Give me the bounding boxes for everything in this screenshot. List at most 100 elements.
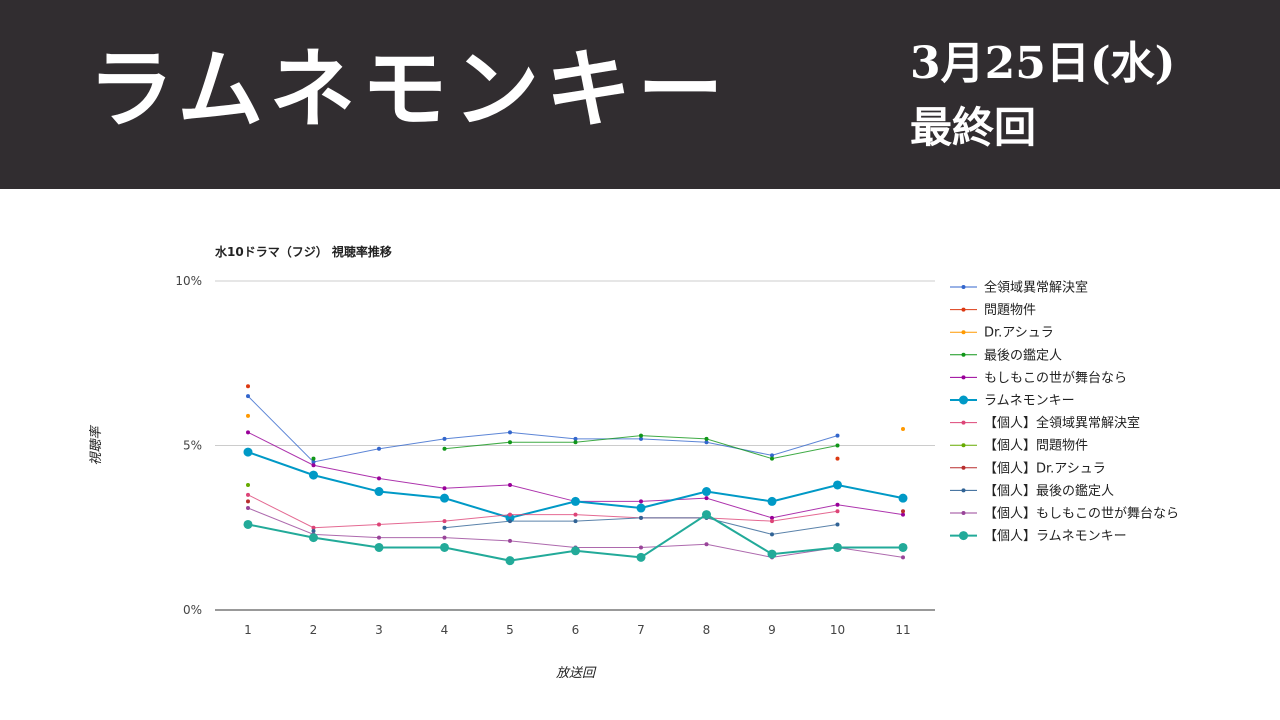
series-9 bbox=[311, 515, 840, 537]
data-point bbox=[243, 519, 253, 529]
data-point bbox=[246, 482, 250, 487]
data-point bbox=[508, 512, 512, 517]
data-point bbox=[770, 532, 774, 537]
data-point bbox=[833, 542, 842, 552]
data-point bbox=[704, 436, 709, 441]
data-point bbox=[311, 456, 316, 461]
legend-label: 【個人】Dr.アシュラ bbox=[984, 461, 1106, 476]
x-axis-label: 放送回 bbox=[556, 666, 597, 681]
data-point bbox=[377, 476, 381, 481]
legend-marker bbox=[961, 285, 966, 289]
data-point bbox=[246, 506, 250, 511]
x-tick-label: 4 bbox=[441, 623, 449, 637]
legend-marker bbox=[959, 531, 968, 541]
legend-item: もしもこの世が舞台なら bbox=[950, 371, 1127, 386]
data-point bbox=[571, 496, 580, 506]
x-tick-label: 7 bbox=[637, 623, 645, 637]
data-point bbox=[243, 447, 253, 457]
drama-title: ラムネモンキー bbox=[88, 40, 730, 140]
x-tick-label: 8 bbox=[703, 623, 711, 637]
legend-marker bbox=[961, 307, 966, 312]
legend-item: 【個人】全領域異常解決室 bbox=[950, 415, 1140, 431]
data-point bbox=[246, 492, 250, 497]
air-date: 3月25日(水) bbox=[910, 38, 1176, 89]
data-point bbox=[309, 470, 318, 480]
legend-label: 【個人】最後の鑑定人 bbox=[984, 483, 1114, 499]
legend-item: 【個人】もしもこの世が舞台なら bbox=[950, 507, 1179, 522]
data-point bbox=[508, 519, 512, 524]
data-point bbox=[309, 533, 318, 543]
legend-label: 【個人】もしもこの世が舞台なら bbox=[984, 507, 1179, 522]
legend-label: Dr.アシュラ bbox=[984, 326, 1054, 341]
data-point bbox=[702, 487, 711, 497]
x-tick-label: 6 bbox=[572, 623, 580, 637]
legend-label: 問題物件 bbox=[984, 303, 1036, 318]
data-point bbox=[440, 493, 449, 503]
data-point bbox=[246, 394, 250, 399]
legend-item: 全領域異常解決室 bbox=[950, 280, 1088, 296]
data-point bbox=[770, 519, 774, 524]
data-point bbox=[898, 493, 908, 503]
data-point bbox=[636, 552, 646, 562]
data-point bbox=[505, 556, 515, 566]
y-axis-label: 視聴率 bbox=[88, 425, 104, 466]
data-point bbox=[704, 440, 709, 445]
data-point bbox=[246, 413, 250, 418]
series-3 bbox=[311, 433, 840, 461]
data-point bbox=[639, 433, 643, 438]
data-point bbox=[636, 503, 646, 513]
data-point bbox=[311, 529, 316, 534]
data-point bbox=[311, 459, 316, 464]
data-point bbox=[770, 453, 774, 458]
x-tick-label: 2 bbox=[310, 623, 318, 637]
data-point bbox=[901, 555, 905, 560]
data-point bbox=[901, 427, 905, 432]
legend-label: 【個人】全領域異常解決室 bbox=[984, 415, 1140, 431]
data-point bbox=[440, 542, 449, 552]
data-point bbox=[442, 486, 447, 491]
data-point bbox=[377, 446, 381, 451]
legend-label: 【個人】問題物件 bbox=[984, 439, 1088, 454]
legend-item: 【個人】最後の鑑定人 bbox=[950, 483, 1114, 499]
legend-item: ラムネモンキー bbox=[950, 394, 1075, 409]
legend-item: 【個人】ラムネモンキー bbox=[950, 529, 1127, 544]
data-point bbox=[442, 446, 447, 451]
legend-marker bbox=[959, 395, 968, 405]
legend-marker bbox=[961, 375, 966, 380]
series-1 bbox=[246, 384, 840, 461]
series-line bbox=[247, 494, 838, 529]
legend-label: 【個人】ラムネモンキー bbox=[984, 529, 1127, 544]
data-point bbox=[767, 549, 777, 559]
data-point bbox=[508, 482, 512, 487]
data-point bbox=[246, 384, 250, 389]
legend-marker bbox=[961, 488, 966, 493]
data-point bbox=[442, 519, 447, 524]
data-point bbox=[767, 496, 777, 506]
x-tick-label: 9 bbox=[768, 623, 776, 637]
data-point bbox=[770, 456, 774, 461]
series-2 bbox=[246, 413, 905, 432]
data-point bbox=[898, 542, 908, 552]
data-point bbox=[573, 512, 578, 517]
data-point bbox=[639, 436, 643, 441]
legend-label: ラムネモンキー bbox=[984, 394, 1075, 409]
series-5 bbox=[243, 447, 908, 523]
legend-item: Dr.アシュラ bbox=[950, 326, 1054, 341]
legend-marker bbox=[961, 465, 966, 470]
legend-marker bbox=[961, 511, 966, 515]
series-0 bbox=[246, 394, 840, 464]
data-point bbox=[374, 542, 384, 552]
data-point bbox=[573, 440, 578, 445]
series-7 bbox=[246, 482, 250, 487]
legend-marker bbox=[961, 443, 966, 448]
data-point bbox=[311, 463, 316, 468]
data-point bbox=[573, 436, 578, 441]
legend-label: もしもこの世が舞台なら bbox=[984, 371, 1127, 386]
data-point bbox=[571, 546, 580, 556]
data-point bbox=[833, 480, 842, 490]
data-point bbox=[901, 512, 905, 517]
x-tick-label: 5 bbox=[506, 623, 514, 637]
x-tick-label: 1 bbox=[244, 623, 252, 637]
data-point bbox=[311, 525, 316, 530]
data-point bbox=[901, 509, 905, 514]
